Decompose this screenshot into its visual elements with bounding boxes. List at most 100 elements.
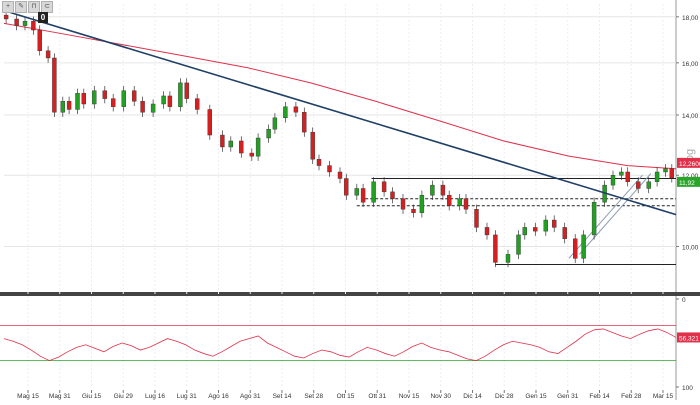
y-tick-label: 12,00 [682, 173, 699, 180]
candle-body [75, 93, 80, 110]
candle-body [411, 209, 416, 213]
candle-body [457, 198, 462, 206]
candle-body [337, 171, 343, 179]
x-tick-label: Gen 15 [525, 393, 547, 400]
candle-body [220, 134, 225, 148]
candle-body [493, 234, 498, 263]
candle-body [400, 198, 406, 210]
candle-body [663, 168, 668, 173]
candle-body [316, 159, 322, 166]
candle-body [37, 29, 42, 52]
candle-body [581, 234, 586, 259]
candle-body [474, 209, 479, 228]
candle-body [636, 181, 641, 189]
candle-body [522, 227, 527, 236]
candle-body [484, 227, 490, 236]
candle-body [610, 175, 616, 186]
rsi-y-tick-label: 0 [682, 297, 686, 304]
candle-body [194, 98, 200, 110]
x-tick-label: Ago 31 [240, 393, 261, 400]
candle-body [161, 95, 166, 105]
candle-body [167, 95, 173, 107]
x-tick-label: Ago 16 [208, 393, 229, 400]
candle-body [573, 238, 578, 259]
candle-body [591, 201, 597, 236]
y-tick-label: 10,00 [682, 244, 699, 251]
candle-body [354, 188, 359, 196]
candle-body [654, 171, 660, 182]
x-tick-label: Nov 15 [399, 393, 420, 400]
last-price-badge [677, 176, 700, 187]
rsi-last-badge [677, 332, 700, 343]
candle-body [31, 20, 36, 31]
last-price-label: 12,2600 [679, 161, 700, 168]
candle-body [625, 171, 630, 182]
candle-body [52, 57, 57, 113]
candle-body [344, 178, 349, 196]
candle-body [110, 98, 116, 107]
candle-body [302, 112, 307, 133]
candle-body [249, 152, 255, 157]
x-tick-label: Giu 15 [82, 393, 102, 400]
candle-body [371, 181, 376, 203]
zero-badge: 0 [38, 12, 48, 23]
x-tick-label: Ott 15 [337, 393, 355, 400]
candle-body [184, 82, 189, 99]
x-tick-label: Feb 28 [621, 393, 642, 400]
y-tick-label: 18,00 [682, 15, 699, 22]
candle-body [255, 137, 261, 157]
last-price-badge [677, 157, 700, 168]
candle-body [293, 106, 299, 113]
candle-body [92, 90, 97, 105]
magnet-icon[interactable]: ⊂ [41, 1, 53, 13]
rsi-line [3, 328, 677, 362]
candle-body [430, 184, 435, 196]
x-tick-label: Dic 28 [495, 393, 514, 400]
x-tick-label: Mar 15 [653, 393, 674, 400]
x-tick-label: Mag 15 [17, 393, 39, 400]
x-tick-label: Giu 29 [114, 393, 134, 400]
pencil-icon[interactable]: ✎ [15, 1, 27, 13]
y-tick-label: 16,00 [682, 61, 699, 68]
candle-body [327, 165, 332, 173]
candle-body [178, 82, 183, 107]
x-tick-label: Feb 14 [589, 393, 610, 400]
x-tick-label: Nov 30 [430, 393, 451, 400]
candle-body [646, 181, 651, 189]
candle-body [45, 50, 51, 59]
candle-body [463, 198, 469, 210]
candle-body [121, 90, 126, 107]
candle-body [150, 103, 156, 113]
candle-body [102, 90, 108, 99]
x-tick-label: Dic 14 [463, 393, 482, 400]
last-price-label: 11,92 [679, 180, 695, 187]
candle-body [60, 101, 65, 113]
drawing-toolbar: + ✎ ⊓ ⊂ [2, 1, 53, 13]
candle-body [81, 93, 87, 105]
candle-body [131, 90, 137, 102]
candle-body [207, 109, 213, 136]
x-tick-label: Mag 31 [49, 393, 71, 400]
x-tick-label: Gen 31 [557, 393, 579, 400]
pin-icon[interactable]: ⊓ [28, 1, 40, 13]
candle-body [516, 234, 521, 255]
candle-body [66, 101, 72, 110]
channel-line [568, 174, 643, 259]
candle-body [228, 140, 234, 148]
candle-body [381, 181, 387, 193]
candle-body [360, 188, 366, 203]
candle-body [419, 195, 425, 213]
candle-body [533, 227, 538, 232]
x-tick-label: Lug 31 [177, 393, 197, 400]
candle-body [505, 254, 511, 263]
candle-body [619, 171, 624, 176]
plus-icon[interactable]: + [2, 1, 14, 13]
x-tick-label: Ott 31 [368, 393, 386, 400]
candle-body [447, 195, 452, 206]
rsi-last-label: 56,321 [679, 335, 699, 342]
candle-body [272, 117, 278, 130]
candle-body [22, 20, 28, 26]
